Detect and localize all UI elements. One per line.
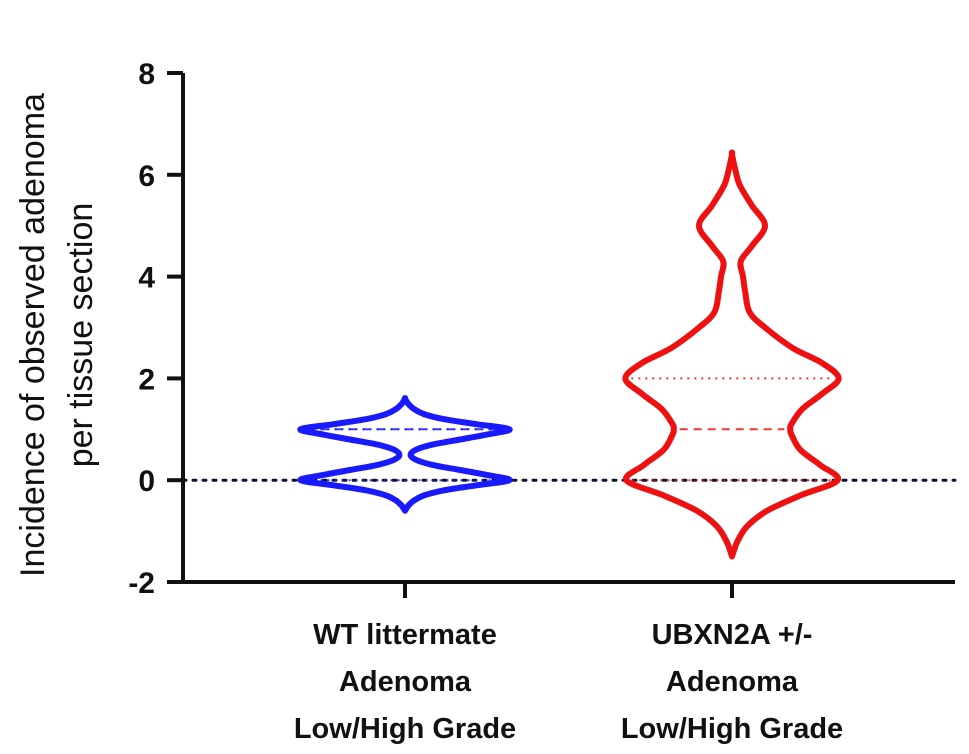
violin-1 [297, 395, 513, 514]
y-tick-label-0: 0 [138, 465, 155, 498]
violin-2 [622, 149, 842, 560]
y-axis-title: Incidence of observed adenoma per tissue… [14, 93, 100, 577]
x-category-label-1-line-2: Adenoma [339, 666, 472, 698]
x-category-label-2-line-3: Low/High Grade [621, 713, 843, 745]
y-tick-label-6: 6 [138, 160, 155, 193]
x-category-label-2-line-2: Adenoma [666, 666, 799, 698]
y-axis-title-line-1: Incidence of observed adenoma [14, 93, 52, 577]
x-category-label-2-line-1: UBXN2A +/- [652, 619, 813, 651]
y-axis-title-line-2: per tissue section [62, 203, 100, 468]
y-tick-label--2: -2 [128, 567, 155, 600]
plot-area: -2 0 2 4 6 8 WT littermate Adenoma Low/High Grad… [128, 58, 957, 745]
y-tick-label-2: 2 [138, 363, 155, 396]
y-tick-label-4: 4 [138, 262, 155, 295]
x-category-label-1-line-1: WT littermate [313, 619, 497, 651]
x-category-label-1-line-3: Low/High Grade [294, 713, 516, 745]
y-tick-label-8: 8 [138, 58, 155, 91]
